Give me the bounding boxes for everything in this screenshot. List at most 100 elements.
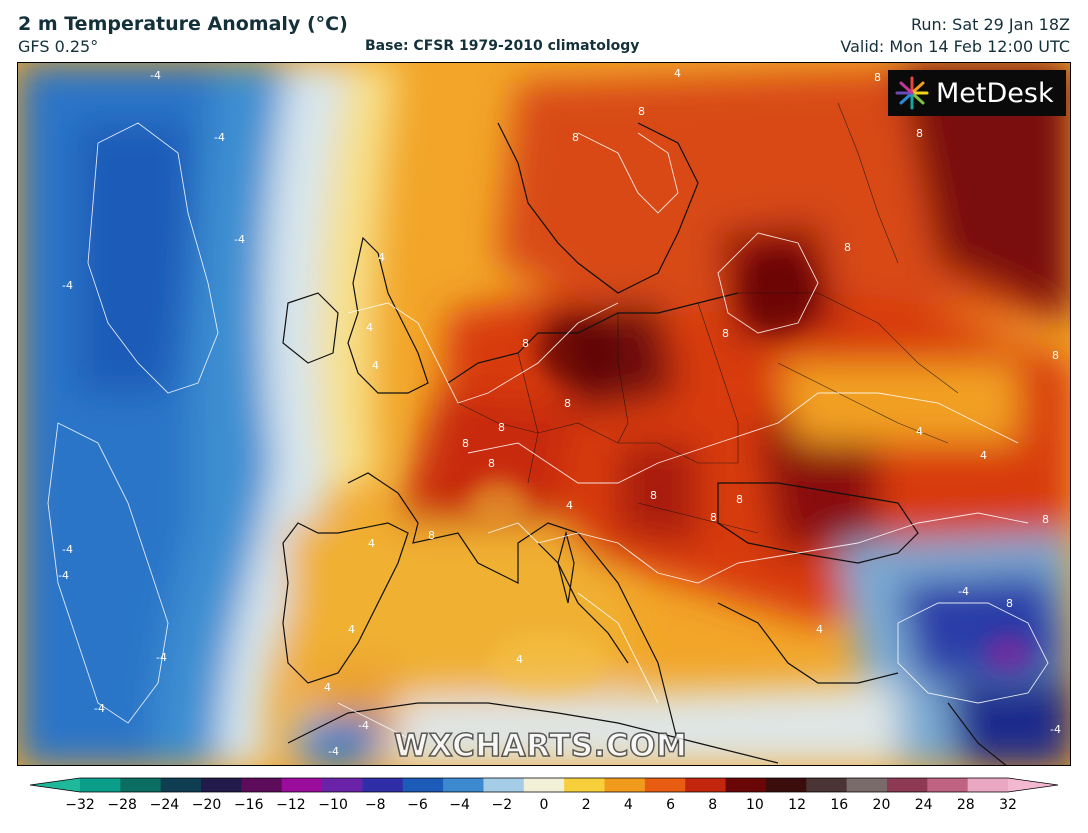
contour-label: 4 bbox=[324, 681, 331, 694]
contour-label: 8 bbox=[916, 127, 923, 140]
contour-label: 8 bbox=[722, 327, 729, 340]
color-scale-segments bbox=[80, 778, 1009, 792]
color-scale-segment bbox=[241, 778, 283, 792]
climatology-base-label: Base: CFSR 1979-2010 climatology bbox=[365, 38, 640, 54]
color-scale-tick-label: −16 bbox=[233, 797, 264, 813]
color-scale-segment bbox=[483, 778, 525, 792]
contour-label: -4 bbox=[214, 131, 225, 144]
color-scale-segment bbox=[80, 778, 121, 792]
contour-label: 8 bbox=[710, 511, 717, 524]
color-scale-tick-label: −4 bbox=[449, 797, 470, 813]
color-scale-segment bbox=[685, 778, 727, 792]
color-scale-tick-label: −20 bbox=[191, 797, 222, 813]
contour-label: -4 bbox=[58, 569, 69, 582]
contour-label: -4 bbox=[1050, 723, 1061, 736]
color-scale-bar bbox=[30, 777, 1058, 793]
color-scale-segment bbox=[443, 778, 485, 792]
color-scale-tick-label: 12 bbox=[788, 797, 806, 813]
contour-label: -4 bbox=[328, 745, 339, 758]
color-scale-segment bbox=[725, 778, 767, 792]
model-label: GFS 0.25° bbox=[18, 37, 99, 56]
color-scale-segment bbox=[765, 778, 807, 792]
color-scale-segment bbox=[160, 778, 202, 792]
contour-label: -4 bbox=[94, 702, 105, 715]
contour-label: 8 bbox=[1052, 349, 1059, 362]
color-scale-tick-label: 16 bbox=[830, 797, 849, 813]
contour-label: 4 bbox=[916, 425, 923, 438]
metdesk-logo-text: MetDesk bbox=[936, 77, 1054, 109]
contour-label: 4 bbox=[372, 359, 379, 372]
contour-label: 4 bbox=[566, 499, 573, 512]
color-scale-outline bbox=[30, 777, 1058, 793]
metdesk-star-icon bbox=[895, 76, 929, 110]
color-scale-tick-label: 20 bbox=[872, 797, 891, 813]
color-scale-segment bbox=[967, 778, 1009, 792]
contour-label: 8 bbox=[1006, 597, 1013, 610]
color-scale-tick-label: −2 bbox=[491, 797, 513, 813]
contour-label: 8 bbox=[638, 105, 645, 118]
contour-label: 4 bbox=[816, 623, 823, 636]
contour-label: -4 bbox=[156, 651, 167, 664]
map-title: 2 m Temperature Anomaly (°C) bbox=[18, 13, 348, 35]
color-scale-tick-label: 24 bbox=[914, 797, 933, 813]
anomaly-contours bbox=[47, 122, 1049, 744]
contour-label: -4 bbox=[150, 69, 161, 82]
country-borders bbox=[457, 102, 959, 534]
color-scale-tick-label: 2 bbox=[581, 797, 591, 813]
contour-label: 4 bbox=[368, 537, 375, 550]
contour-label: 8 bbox=[736, 493, 743, 506]
contour-label: -4 bbox=[62, 543, 73, 556]
metdesk-logo: MetDesk bbox=[888, 70, 1066, 116]
color-scale-right-arrow bbox=[1008, 778, 1058, 792]
color-scale-tick-label: 28 bbox=[956, 797, 975, 813]
contour-label: -4 bbox=[358, 719, 369, 732]
contour-label: 8 bbox=[522, 337, 529, 350]
color-scale-segment bbox=[846, 778, 888, 792]
color-scale-segment bbox=[402, 778, 444, 792]
color-scale-tick-label: 6 bbox=[666, 797, 675, 813]
color-scale-tick-label: −6 bbox=[407, 797, 428, 813]
contour-label: 8 bbox=[428, 529, 435, 542]
contour-label: 4 bbox=[378, 251, 385, 264]
contour-label: 8 bbox=[650, 489, 657, 502]
contour-label: -4 bbox=[958, 585, 969, 598]
color-scale-tick-label: 8 bbox=[708, 797, 718, 813]
color-scale-segment bbox=[644, 778, 686, 792]
color-scale-segment bbox=[281, 778, 323, 792]
valid-time-label: Valid: Mon 14 Feb 12:00 UTC bbox=[840, 37, 1070, 56]
contour-label: 8 bbox=[874, 71, 881, 84]
color-scale-tick-label: 0 bbox=[539, 797, 549, 813]
contour-label: 4 bbox=[366, 321, 373, 334]
contour-label: 4 bbox=[516, 653, 523, 666]
contour-label: 8 bbox=[564, 397, 571, 410]
contour-label: 4 bbox=[348, 623, 355, 636]
color-scale-tick-label: −10 bbox=[318, 797, 348, 813]
color-scale-segment bbox=[322, 778, 364, 792]
color-scale-tick-label: 10 bbox=[745, 797, 764, 813]
color-scale-segment bbox=[927, 778, 969, 792]
color-scale-segment bbox=[604, 778, 646, 792]
contour-label: -4 bbox=[62, 279, 73, 292]
contour-label: 8 bbox=[498, 421, 505, 434]
wxcharts-watermark: WXCHARTS.COM bbox=[393, 727, 688, 765]
color-scale-tick-label: 32 bbox=[999, 797, 1017, 813]
run-time-label: Run: Sat 29 Jan 18Z bbox=[911, 15, 1070, 34]
color-scale-tick-label: −32 bbox=[65, 797, 95, 813]
color-scale-segment bbox=[806, 778, 848, 792]
color-scale-tick-label: 4 bbox=[623, 797, 633, 813]
contour-label: 8 bbox=[1042, 513, 1049, 526]
color-scale-segment bbox=[201, 778, 242, 792]
color-scale-left-arrow bbox=[30, 778, 80, 792]
coastlines bbox=[282, 122, 1007, 765]
color-scale-segment bbox=[886, 778, 928, 792]
color-scale-segment bbox=[523, 778, 565, 792]
color-scale-tick-label: −24 bbox=[149, 797, 180, 813]
contour-label: 8 bbox=[572, 131, 579, 144]
color-scale-tick-label: −28 bbox=[107, 797, 137, 813]
color-scale-segment bbox=[120, 778, 162, 792]
contour-label: 8 bbox=[844, 241, 851, 254]
contour-label: 8 bbox=[488, 457, 495, 470]
contour-label: -4 bbox=[234, 233, 245, 246]
contour-label: 4 bbox=[674, 67, 681, 80]
contour-label-group: -4 -4 -4 -4 -4 -4 -4 -4 -4 -4 -4 -4 4 4 … bbox=[58, 67, 1061, 758]
